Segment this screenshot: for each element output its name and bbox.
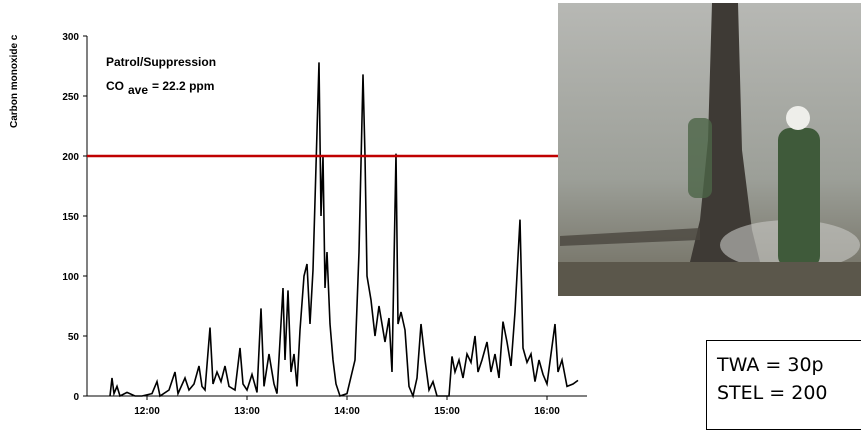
tree-trunk	[690, 3, 760, 262]
firefighter	[688, 118, 712, 198]
photo	[558, 3, 861, 296]
x-tick-label: 16:00	[534, 406, 560, 417]
y-tick-label: 50	[68, 332, 80, 343]
y-tick-label: 300	[62, 32, 79, 43]
x-tick-label: 15:00	[434, 406, 460, 417]
y-tick-label: 0	[73, 392, 79, 403]
y-axis-label: Carbon monoxide c	[9, 34, 20, 128]
helmet	[786, 106, 810, 130]
data-line	[109, 62, 579, 399]
x-tick-label: 13:00	[234, 406, 260, 417]
ground	[558, 262, 861, 296]
firefighter	[778, 128, 820, 268]
x-tick-label: 14:00	[334, 406, 360, 417]
text-box-line: STEL = 200	[717, 382, 828, 404]
annotation-part: CO	[106, 79, 124, 93]
annotation: CO ave = 22.2 ppm	[106, 79, 214, 97]
annotation-subscript: ave	[128, 83, 148, 97]
text-box-line: TWA = 30p	[717, 354, 824, 376]
y-tick-label: 100	[62, 272, 79, 283]
text-box: TWA = 30p STEL = 200	[706, 340, 861, 430]
annotation: Patrol/Suppression	[106, 55, 216, 69]
y-tick-label: 250	[62, 92, 79, 103]
y-tick-label: 200	[62, 152, 79, 163]
branch	[560, 228, 700, 246]
annotation-part: = 22.2 ppm	[152, 79, 214, 93]
x-tick-label: 12:00	[134, 406, 160, 417]
y-tick-label: 150	[62, 212, 79, 223]
